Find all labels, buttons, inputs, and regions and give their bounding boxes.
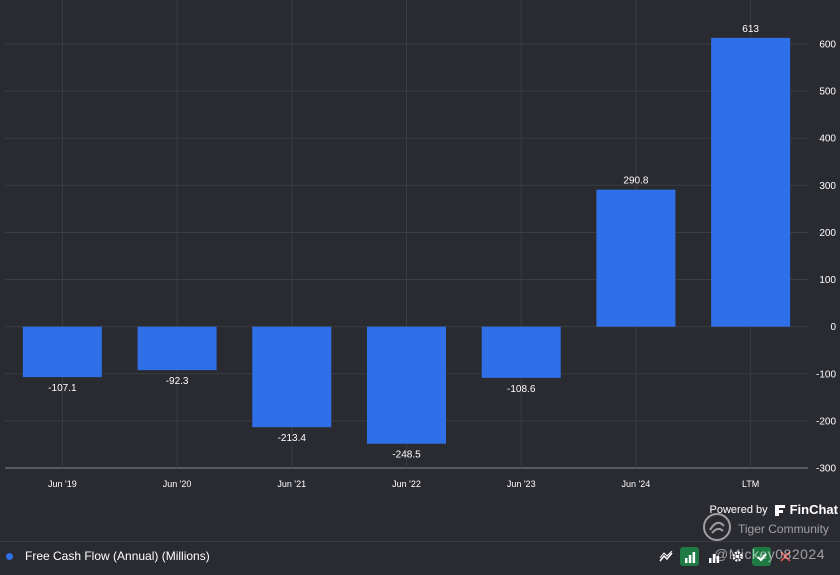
data-label-layer: -107.1 -92.3 -213.4 -248.5 -108.6 290.8 613 — [48, 24, 759, 461]
chart-toolbar — [656, 547, 795, 566]
remove-series-button[interactable] — [776, 547, 795, 566]
y-tick-label: 200 — [819, 228, 836, 239]
legend-series-label: Free Cash Flow (Annual) (Millions) — [25, 549, 210, 563]
finchat-brand: FinChat — [773, 502, 838, 517]
x-tick-label: Jun '22 — [392, 479, 421, 489]
y-tick-label: 600 — [819, 40, 836, 51]
data-label: 290.8 — [623, 176, 648, 187]
bar-chart-outline-icon — [708, 553, 719, 563]
x-tick-label: Jun '23 — [507, 479, 536, 489]
bar-chart-icon — [684, 551, 695, 563]
bar[interactable] — [596, 189, 676, 327]
data-label: -213.4 — [278, 433, 307, 444]
y-tick-label: 500 — [819, 87, 836, 98]
y-tick-label: 100 — [819, 275, 836, 286]
x-tick-label: Jun '19 — [48, 479, 77, 489]
y-tick-label: -300 — [816, 464, 836, 475]
settings-icon — [732, 551, 743, 562]
bar[interactable] — [711, 37, 791, 327]
x-tick-label: Jun '20 — [163, 479, 192, 489]
bar[interactable] — [137, 326, 217, 371]
x-tick-label: Jun '21 — [277, 479, 306, 489]
bar-chart: -107.1 -92.3 -213.4 -248.5 -108.6 290.8 613 60… — [5, 0, 836, 489]
bar-chart-button[interactable] — [680, 547, 699, 566]
bar[interactable] — [252, 326, 332, 428]
y-axis-ticks: 600 500 400 300 200 100 0 -100 -200 -300 — [816, 40, 836, 475]
line-chart-button[interactable] — [656, 547, 675, 566]
data-label: -108.6 — [507, 384, 536, 395]
data-label: -248.5 — [392, 450, 421, 461]
x-tick-label: LTM — [742, 479, 759, 489]
legend-series-dot — [6, 553, 13, 560]
bar-layer — [22, 37, 791, 444]
finchat-logo-icon — [774, 504, 785, 516]
data-label: -107.1 — [48, 383, 77, 394]
bar[interactable] — [22, 326, 102, 378]
y-tick-label: -100 — [816, 369, 836, 380]
settings-button[interactable] — [728, 547, 747, 566]
powered-by-badge[interactable]: Powered by FinChat — [710, 502, 838, 517]
x-tick-label: Jun '24 — [622, 479, 651, 489]
y-tick-label: -200 — [816, 416, 836, 427]
legend-bar: Free Cash Flow (Annual) (Millions) — [0, 541, 840, 575]
finchat-brand-label: FinChat — [789, 502, 838, 517]
y-tick-label: 300 — [819, 181, 836, 192]
bar[interactable] — [481, 326, 561, 378]
powered-by-text: Powered by — [709, 503, 768, 516]
line-chart-icon — [658, 550, 673, 561]
data-label: -92.3 — [166, 376, 189, 387]
bar-chart-alt-button[interactable] — [704, 547, 723, 566]
y-tick-label: 0 — [830, 322, 836, 333]
bar[interactable] — [367, 326, 446, 444]
check-icon — [756, 552, 767, 561]
close-icon — [780, 551, 791, 562]
confirm-button[interactable] — [752, 547, 771, 566]
y-tick-label: 400 — [819, 134, 836, 145]
data-label: 613 — [742, 24, 759, 35]
x-axis-ticks: Jun '19 Jun '20 Jun '21 Jun '22 Jun '23 Jun '… — [48, 479, 759, 489]
